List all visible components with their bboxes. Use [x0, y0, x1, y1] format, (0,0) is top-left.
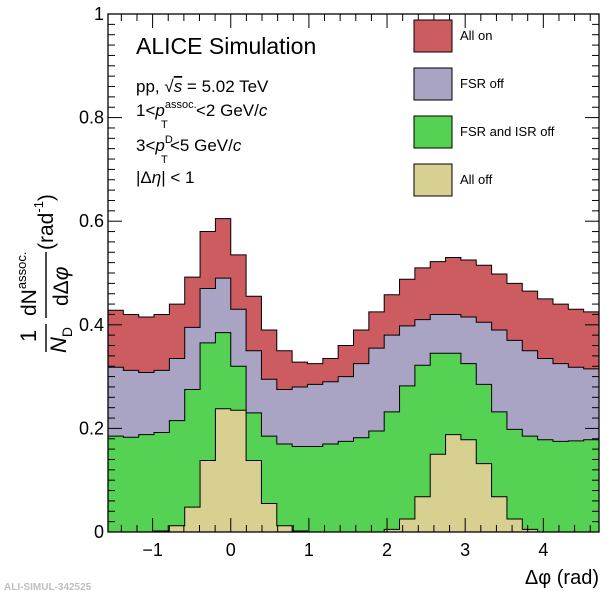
chart-title: ALICE Simulation	[136, 33, 316, 59]
legend-label: All on	[460, 28, 493, 43]
x-tick-label: 1	[304, 540, 314, 560]
annotation-pt-assoc: 1<passoc. T<2 GeV/c	[136, 99, 268, 131]
legend-swatch	[413, 163, 453, 197]
stacked-areas	[107, 218, 600, 533]
x-tick-label: 0	[226, 540, 236, 560]
legend-swatch	[413, 67, 453, 101]
x-tick-label: 4	[538, 540, 548, 560]
legend-label: FSR off	[460, 76, 504, 91]
y-axis-label: 1 ND dNassoc. dΔφ (rad-1)	[14, 194, 75, 353]
svg-text:1: 1	[16, 330, 41, 342]
svg-text:ND: ND	[46, 327, 75, 353]
y-tick-label: 0.8	[79, 108, 104, 128]
svg-text:(rad-1): (rad-1)	[31, 194, 58, 250]
svg-text:dΔφ: dΔφ	[50, 266, 73, 306]
x-tick-label: −1	[142, 540, 163, 560]
y-tick-label: 0	[94, 522, 104, 542]
x-axis-label: Δφ (rad)	[525, 567, 599, 589]
y-tick-label: 0.6	[79, 211, 104, 231]
y-tick-label: 0.2	[79, 418, 104, 438]
legend-swatch	[413, 115, 453, 149]
y-tick-label: 1	[94, 4, 104, 24]
y-axis-ticks: 0 0.2 0.4 0.6 0.8 1	[79, 4, 599, 542]
watermark: ALI-SIMUL-342525	[4, 582, 92, 591]
legend: All on FSR off FSR and ISR off All off	[413, 19, 555, 197]
plot-frame	[107, 13, 600, 533]
svg-text:dNassoc.: dNassoc.	[14, 252, 41, 316]
legend-swatch	[413, 19, 453, 53]
x-axis-ticks: −1 0 1 2 3 4	[120, 14, 591, 560]
annotation-eta: |Δη| < 1	[136, 168, 194, 187]
x-tick-label: 3	[460, 540, 470, 560]
annotation-system: pp, √s = 5.02 TeV	[136, 77, 269, 96]
legend-label: All off	[460, 172, 493, 187]
y-tick-label: 0.4	[79, 315, 104, 335]
x-tick-label: 2	[382, 540, 392, 560]
legend-label: FSR and ISR off	[460, 124, 555, 139]
annotation-pt-d: 3<pD T<5 GeV/c	[136, 134, 242, 166]
